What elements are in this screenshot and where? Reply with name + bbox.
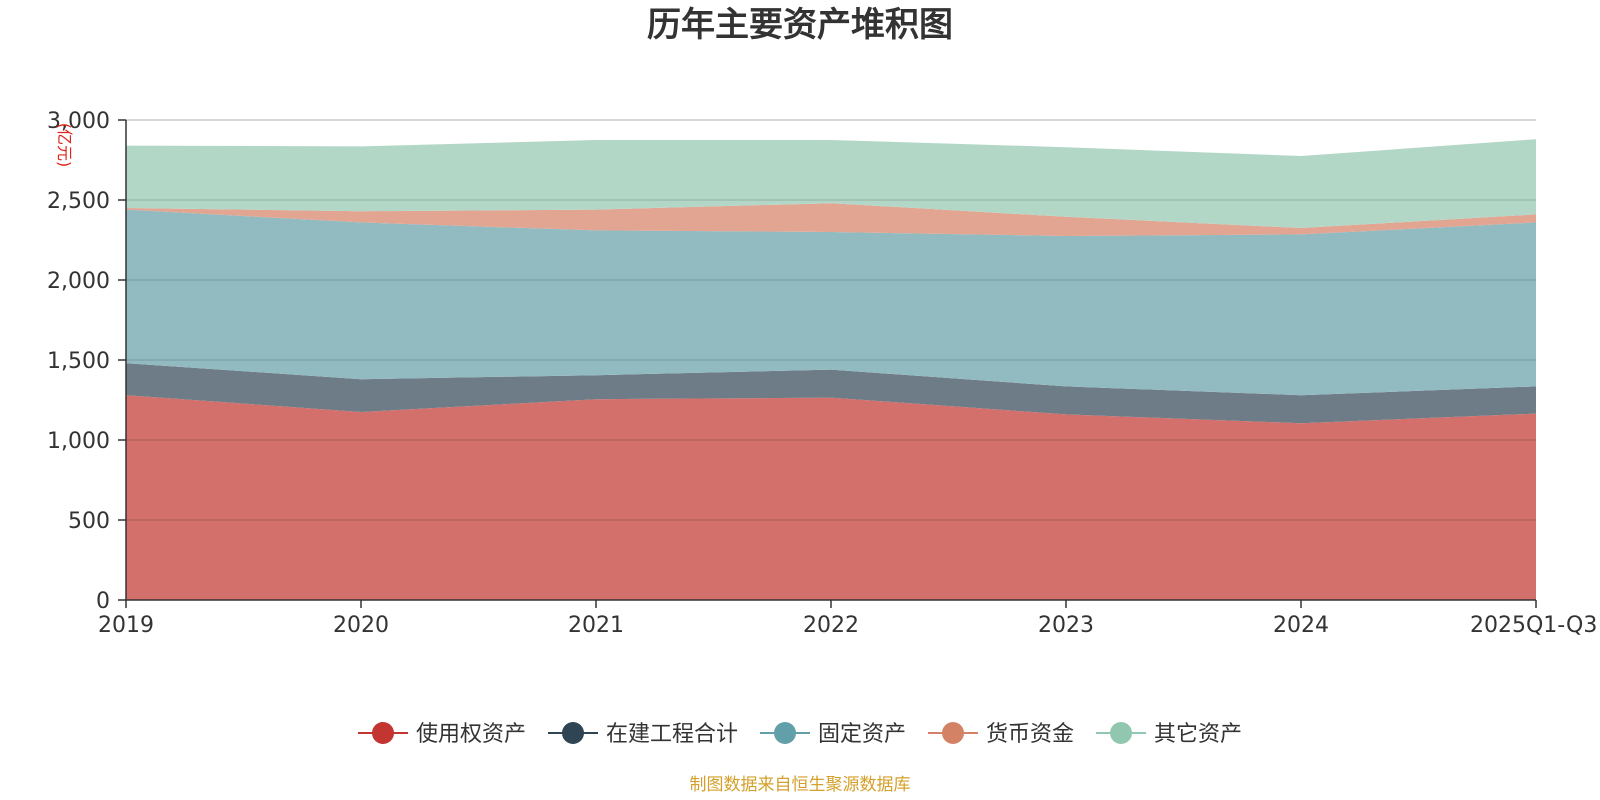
legend-item-3[interactable]: 货币资金: [928, 722, 1074, 747]
y-tick-label-3: 1,500: [47, 349, 110, 374]
legend-marker-2: [774, 722, 796, 744]
x-tick-label-2: 2021: [568, 613, 624, 638]
legend-label-3: 货币资金: [986, 722, 1074, 747]
legend-label-0: 使用权资产: [416, 722, 526, 747]
legend-label-2: 固定资产: [818, 722, 906, 747]
area-series-4: [126, 139, 1536, 228]
legend-marker-4: [1110, 722, 1132, 744]
x-tick-label-5: 2024: [1273, 613, 1329, 638]
y-tick-label-4: 2,000: [47, 269, 110, 294]
legend-label-1: 在建工程合计: [606, 722, 738, 747]
axis-layer: 0 500 1,000 1,500 2,000 2,500 3,000 2019 2020 202…: [47, 109, 1597, 638]
area-series-2: [126, 209, 1536, 396]
area-series-1: [126, 363, 1536, 424]
y-tick-label-1: 500: [68, 509, 110, 534]
legend-marker-1: [562, 722, 584, 744]
legend-marker-0: [372, 722, 394, 744]
chart-title: 历年主要资产堆积图: [647, 5, 953, 45]
y-tick-label-0: 0: [96, 589, 110, 614]
y-tick-label-5: 2,500: [47, 189, 110, 214]
legend-item-4[interactable]: 其它资产: [1096, 722, 1242, 747]
legend: 使用权资产 在建工程合计 固定资产 货币资金 其它资产: [358, 722, 1242, 747]
legend-label-4: 其它资产: [1154, 722, 1242, 747]
legend-item-0[interactable]: 使用权资产: [358, 722, 526, 747]
data-source-note: 制图数据来自恒生聚源数据库: [690, 775, 911, 795]
legend-item-2[interactable]: 固定资产: [760, 722, 906, 747]
area-series-0: [126, 395, 1536, 600]
x-tick-label-4: 2023: [1038, 613, 1094, 638]
area-layer: [126, 139, 1536, 600]
legend-item-1[interactable]: 在建工程合计: [548, 722, 738, 747]
y-tick-label-6: 3,000: [47, 109, 110, 134]
legend-marker-3: [942, 722, 964, 744]
x-tick-label-6: 2025Q1-Q3: [1470, 613, 1597, 638]
x-tick-label-0: 2019: [98, 613, 154, 638]
x-tick-label-3: 2022: [803, 613, 859, 638]
y-axis-unit-label: (亿元): [55, 123, 74, 168]
y-tick-label-2: 1,000: [47, 429, 110, 454]
area-series-3: [126, 203, 1536, 236]
x-tick-label-1: 2020: [333, 613, 389, 638]
